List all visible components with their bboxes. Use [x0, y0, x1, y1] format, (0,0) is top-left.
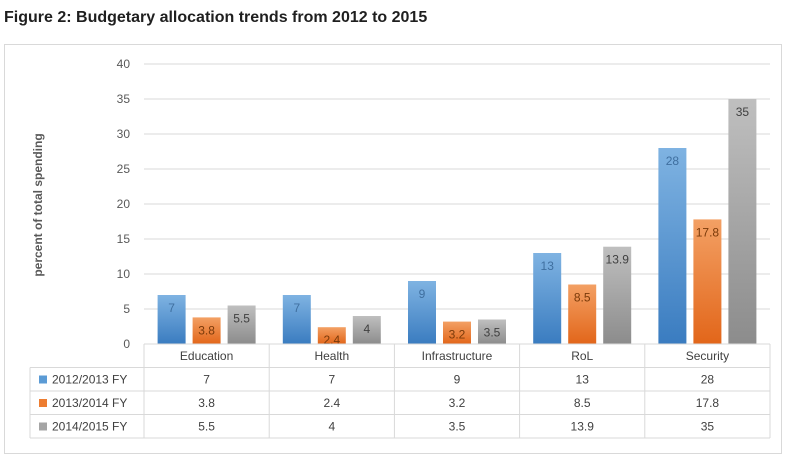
table-cell: 7: [203, 373, 210, 387]
data-labels: 7 3.8 5.5 7 2.4 4 9 3.2 3.5 13 8.5 13.9 28 17.8 35: [168, 105, 749, 347]
x-category-label: Health: [314, 349, 349, 363]
bar: [693, 219, 722, 344]
y-tick-label: 40: [117, 57, 131, 71]
data-label: 13: [541, 259, 555, 273]
bars: [157, 99, 757, 344]
table-cell: 28: [701, 373, 715, 387]
legend-entry: 2014/2015 FY: [52, 420, 127, 434]
bar: [728, 99, 757, 344]
table-cell: 5.5: [198, 420, 215, 434]
bar: [568, 284, 597, 344]
data-label: 8.5: [574, 291, 591, 305]
legend-entry: 2012/2013 FY: [52, 373, 127, 387]
bar: [352, 316, 381, 344]
bar: [192, 317, 221, 344]
y-tick-label: 20: [117, 197, 131, 211]
bar: [603, 246, 632, 344]
table-cell: 7: [328, 373, 335, 387]
table-cell: 8.5: [574, 396, 591, 410]
data-label: 4: [363, 322, 370, 336]
y-tick-label: 5: [123, 302, 130, 316]
table-cell: 3.2: [449, 396, 466, 410]
data-label: 7: [168, 301, 175, 315]
table-cell: 3.5: [449, 420, 466, 434]
y-tick-label: 35: [117, 92, 131, 106]
data-label: 3.2: [449, 328, 466, 342]
y-axis-ticks: 0 5 10 15 20 25 30 35 40: [117, 57, 131, 351]
chart-frame: [4, 44, 782, 454]
data-label: 3.8: [198, 323, 215, 337]
data-label: 35: [736, 105, 750, 119]
bar: [157, 295, 186, 344]
y-tick-label: 0: [123, 337, 130, 351]
y-tick-label: 15: [117, 232, 131, 246]
data-label: 7: [293, 301, 300, 315]
bar: [478, 319, 506, 344]
data-label: 28: [666, 154, 680, 168]
y-axis-label: percent of total spending: [31, 133, 45, 276]
data-label: 2.4: [323, 333, 340, 347]
data-label: 9: [419, 287, 426, 301]
legend-swatch: [39, 375, 47, 384]
legend-swatch: [39, 422, 47, 431]
table-cell: 13: [576, 373, 590, 387]
data-label: 13.9: [606, 253, 630, 267]
x-category-label: RoL: [571, 349, 593, 363]
table-cell: 2.4: [323, 396, 340, 410]
table-cell: 3.8: [198, 396, 215, 410]
x-category-label: Security: [686, 349, 729, 363]
bar: [317, 327, 346, 344]
table-cell: 35: [701, 420, 715, 434]
bar: [227, 305, 256, 344]
legend-swatch: [39, 399, 47, 407]
bar: [533, 253, 562, 344]
y-tick-label: 25: [117, 162, 131, 176]
bar: [408, 281, 436, 344]
bar: [443, 321, 471, 344]
legend-entry: 2013/2014 FY: [52, 396, 127, 410]
y-tick-label: 10: [117, 267, 131, 281]
table-cell: 13.9: [571, 420, 595, 434]
bar: [282, 295, 311, 344]
table-cell: 4: [328, 420, 335, 434]
figure-title: Figure 2: Budgetary allocation trends fr…: [4, 9, 428, 26]
data-label: 17.8: [696, 225, 720, 239]
data-table: Education Health Infrastructure RoL Security…: [29, 343, 771, 439]
x-category-label: Infrastructure: [422, 349, 493, 363]
table-cell: 17.8: [696, 396, 720, 410]
x-category-label: Education: [180, 349, 233, 363]
table-cell: 9: [454, 373, 461, 387]
data-label: 3.5: [484, 326, 501, 340]
y-tick-label: 30: [117, 127, 131, 141]
bar: [658, 148, 687, 344]
data-label: 5.5: [233, 312, 250, 326]
